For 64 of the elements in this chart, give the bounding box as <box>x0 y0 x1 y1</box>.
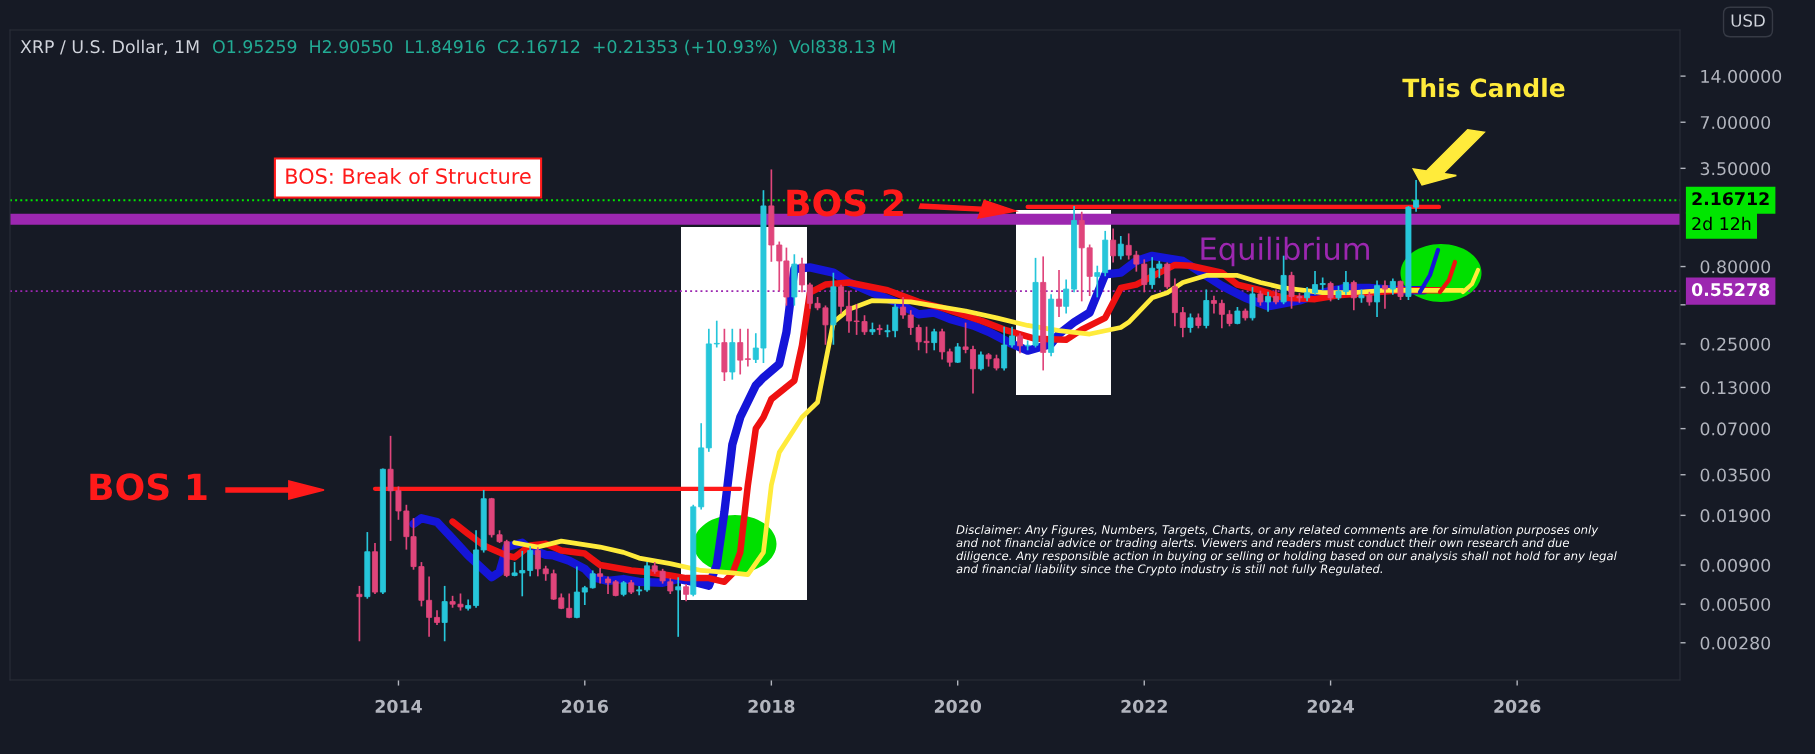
x-tick-label: 2026 <box>1494 699 1541 713</box>
x-tick-label: 2022 <box>1121 699 1167 713</box>
candlestick <box>1210 295 1217 314</box>
candlestick <box>465 599 472 611</box>
candlestick <box>939 328 946 360</box>
x-tick-label: 2018 <box>748 699 795 713</box>
y-tick-label: 0.13000 <box>1700 381 1771 395</box>
annotation: BOS: Break of Structure <box>286 167 531 185</box>
text: O1.95259 H2.90550 L1.84916 C2.16712 +0.21353 (+10.93%) Vol838.13 M <box>213 39 895 56</box>
candlestick <box>1016 333 1023 354</box>
y-tick-label: 0.00900 <box>1700 558 1771 572</box>
y-tick-label: 3.50000 <box>1700 162 1771 176</box>
candlestick <box>356 585 363 642</box>
ref-line-label: 0.55278 <box>1691 283 1770 297</box>
y-tick-label: 0.80000 <box>1700 260 1771 274</box>
candlestick <box>713 320 720 348</box>
y-tick-label: 0.07000 <box>1700 422 1771 436</box>
y-tick-label: 0.00500 <box>1700 597 1771 612</box>
y-tick-label: 0.00280 <box>1700 636 1771 650</box>
candlestick <box>636 585 643 596</box>
candlestick <box>931 328 938 351</box>
candlestick <box>1164 262 1171 289</box>
candlestick <box>799 257 805 293</box>
text: 2d 12h <box>1692 216 1751 231</box>
candlestick <box>441 585 448 642</box>
candlestick <box>1374 280 1381 317</box>
candlestick <box>527 546 534 577</box>
y-tick-label: 7.00000 <box>1700 115 1771 130</box>
candlestick <box>1110 228 1117 263</box>
candlestick <box>1056 269 1062 317</box>
x-tick-label: 2014 <box>375 699 422 713</box>
annotation: BOS 1 <box>90 473 207 501</box>
candlestick <box>1350 280 1357 311</box>
candlestick <box>954 343 961 364</box>
text: USD <box>1731 14 1765 27</box>
candlestick <box>900 296 907 319</box>
ref-line-label: Equilibrium <box>1201 236 1369 267</box>
candlestick <box>534 547 541 577</box>
annotation: This Candle <box>1402 77 1565 98</box>
candlestick <box>737 328 744 375</box>
candlestick <box>597 568 604 584</box>
candlestick <box>1327 281 1334 302</box>
candlestick <box>1381 280 1388 309</box>
candlestick <box>1063 279 1070 314</box>
candlestick <box>675 577 682 637</box>
x-tick-label: 2024 <box>1307 699 1354 713</box>
candlestick <box>1001 326 1008 371</box>
y-tick-label: 0.25000 <box>1700 337 1771 351</box>
candlestick <box>1117 236 1124 260</box>
x-tick-label: 2020 <box>934 699 982 713</box>
annotation: BOS 2 <box>787 189 903 217</box>
annotation: Disclaimer: Any Figures, Numbers, Targets, Charts, or any related comments are for simulation purposes only and not financial advice or trading alerts. Viewers and readers must conduct their own research and due diligence. Any responsible action in buying or selling or holding based on our analysis shall not hold for any legal and financial liability since the Crypto industry is still not fully Regulated. <box>956 525 1617 576</box>
y-tick-label: 0.03500 <box>1700 468 1771 482</box>
ref-line-label: 2.16712 <box>1692 192 1769 206</box>
candlestick <box>744 328 751 367</box>
chart-title: XRP / U.S. Dollar, 1M <box>20 39 199 55</box>
y-tick-label: 0.01900 <box>1700 509 1771 523</box>
candlestick <box>1179 307 1186 338</box>
candlestick <box>1009 326 1016 348</box>
y-tick-label: 14.00000 <box>1701 69 1782 83</box>
candlestick <box>1265 291 1272 312</box>
candlestick <box>1249 287 1256 321</box>
candlestick <box>838 284 845 314</box>
x-tick-label: 2016 <box>562 699 609 713</box>
